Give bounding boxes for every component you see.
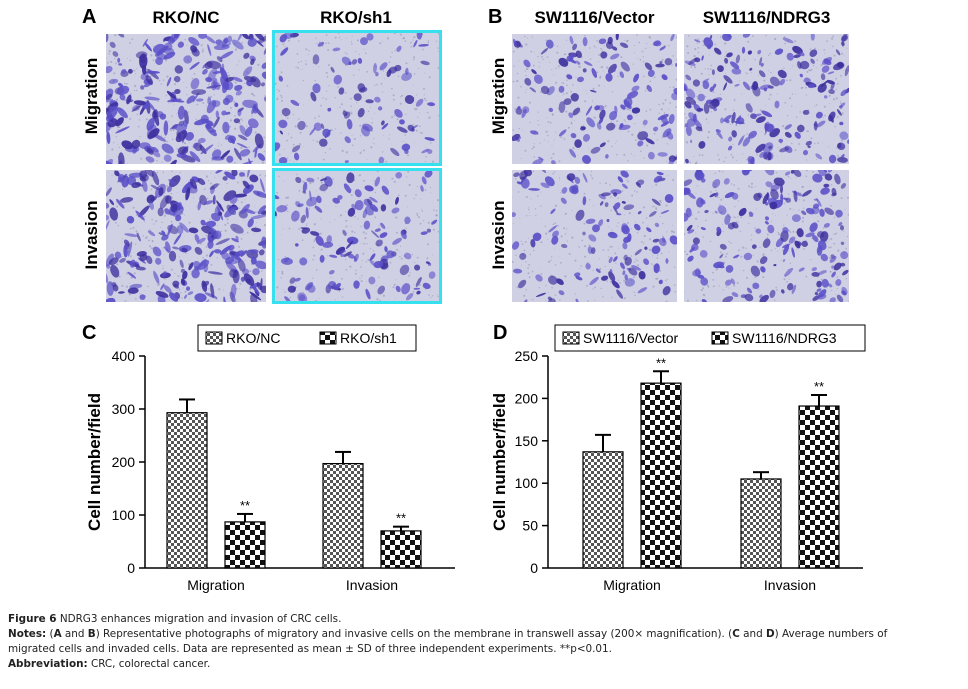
- caption-notes-line-1: Notes: (A and B) Representative photogra…: [8, 627, 958, 642]
- significance-marker: **: [656, 355, 666, 370]
- bar-rko-nc-migration: [166, 412, 208, 569]
- legend-swatch: [711, 331, 729, 345]
- y-tick-label: 0: [530, 560, 538, 576]
- notes-label: Notes:: [8, 628, 47, 640]
- y-tick-label: 0: [127, 560, 135, 576]
- legend-box: [554, 324, 866, 352]
- y-tick-label: 200: [112, 454, 136, 470]
- photo-rko-sh1-migration: [272, 30, 442, 166]
- notes-text: and: [61, 628, 88, 640]
- photo-rko-nc-invasion: [106, 170, 266, 302]
- significance-marker: **: [396, 511, 406, 526]
- photo-rko-sh1-invasion: [272, 168, 442, 304]
- notes-text: and: [739, 628, 766, 640]
- y-tick-label: 100: [112, 507, 136, 523]
- legend-swatch: [319, 331, 337, 345]
- y-tick-label: 50: [522, 518, 538, 534]
- x-tick-label-invasion: Invasion: [346, 577, 398, 593]
- photo-sw1116-ndrg3-migration: [684, 34, 849, 164]
- legend-swatch: [562, 331, 580, 345]
- y-tick-label: 400: [112, 348, 136, 364]
- photo-sw1116-vector-migration: [512, 34, 677, 164]
- photo-sw1116-ndrg3-invasion: [684, 170, 849, 302]
- bar-sw1116-ndrg3-migration: [640, 382, 682, 569]
- caption-notes-line-2: migrated cells and invaded cells. Data a…: [8, 643, 612, 655]
- bar-sw1116-vector-invasion: [740, 478, 782, 569]
- panel-letter-c: C: [82, 322, 96, 344]
- figure-caption: Figure 6 NDRG3 enhances migration and in…: [8, 612, 958, 672]
- bar-rko-nc-invasion: [322, 462, 364, 569]
- figure-label: Figure 6: [8, 613, 57, 625]
- chart-d: D 0 50 100 150 200 250 Cell number/field ** Migra…: [490, 322, 866, 593]
- legend-label-sw1116-ndrg3: SW1116/NDRG3: [732, 330, 837, 346]
- bar-charts: C 0 100 200 300 400 Cell number/field ** Migrati…: [82, 322, 866, 593]
- notes-text: ) Average numbers of: [774, 628, 888, 640]
- legend-label-rko-sh1: RKO/sh1: [340, 330, 397, 346]
- bar-sw1116-ndrg3-invasion: [798, 405, 840, 569]
- col-head-rko-sh1: RKO/sh1: [320, 8, 392, 27]
- bar-rko-sh1-migration: [224, 521, 266, 569]
- abbrev-label: Abbreviation:: [8, 658, 88, 670]
- y-axis-label: Cell number/field: [85, 393, 104, 531]
- photo-sw1116-vector-invasion: [512, 170, 677, 302]
- col-head-rko-nc: RKO/NC: [152, 8, 220, 27]
- notes-text: (: [46, 628, 54, 640]
- y-tick-label: 100: [515, 475, 539, 491]
- panel-letter-d: D: [493, 322, 507, 344]
- bar-sw1116-vector-migration: [582, 451, 624, 569]
- notes-text: ) Representative photographs of migrator…: [95, 628, 733, 640]
- notes-ref-b: B: [87, 628, 96, 640]
- photo-rko-nc-migration: [106, 34, 266, 164]
- y-tick-label: 250: [515, 348, 539, 364]
- notes-ref-d: D: [765, 628, 775, 640]
- abbrev-text: CRC, colorectal cancer.: [87, 658, 211, 670]
- y-tick-label: 150: [515, 433, 539, 449]
- x-tick-label-migration: Migration: [603, 577, 661, 593]
- bar-rko-sh1-invasion: [380, 530, 422, 569]
- col-head-sw1116-vector: SW1116/Vector: [534, 8, 655, 27]
- x-tick-label-migration: Migration: [187, 577, 245, 593]
- col-head-sw1116-ndrg3: SW1116/NDRG3: [702, 8, 831, 27]
- panel-letter-b: B: [488, 6, 503, 28]
- legend-label-rko-nc: RKO/NC: [226, 330, 280, 346]
- panel-letter-a: A: [82, 6, 97, 28]
- legend-box: [197, 324, 417, 352]
- y-axis-label: Cell number/field: [490, 393, 509, 531]
- significance-marker: **: [240, 498, 250, 513]
- x-tick-label-invasion: Invasion: [764, 577, 816, 593]
- caption-title-line: Figure 6 NDRG3 enhances migration and in…: [8, 612, 958, 627]
- caption-abbrev-line: Abbreviation: CRC, colorectal cancer.: [8, 657, 958, 672]
- notes-ref-a: A: [53, 628, 62, 640]
- y-tick-label: 300: [112, 401, 136, 417]
- notes-ref-c: C: [732, 628, 740, 640]
- significance-marker: **: [814, 379, 824, 394]
- legend-label-sw1116-vector: SW1116/Vector: [583, 330, 679, 346]
- legend-swatch: [205, 331, 223, 345]
- chart-c: C 0 100 200 300 400 Cell number/field ** Migrati…: [82, 322, 455, 593]
- figure-title: NDRG3 enhances migration and invasion of…: [56, 613, 342, 625]
- y-tick-label: 200: [515, 390, 539, 406]
